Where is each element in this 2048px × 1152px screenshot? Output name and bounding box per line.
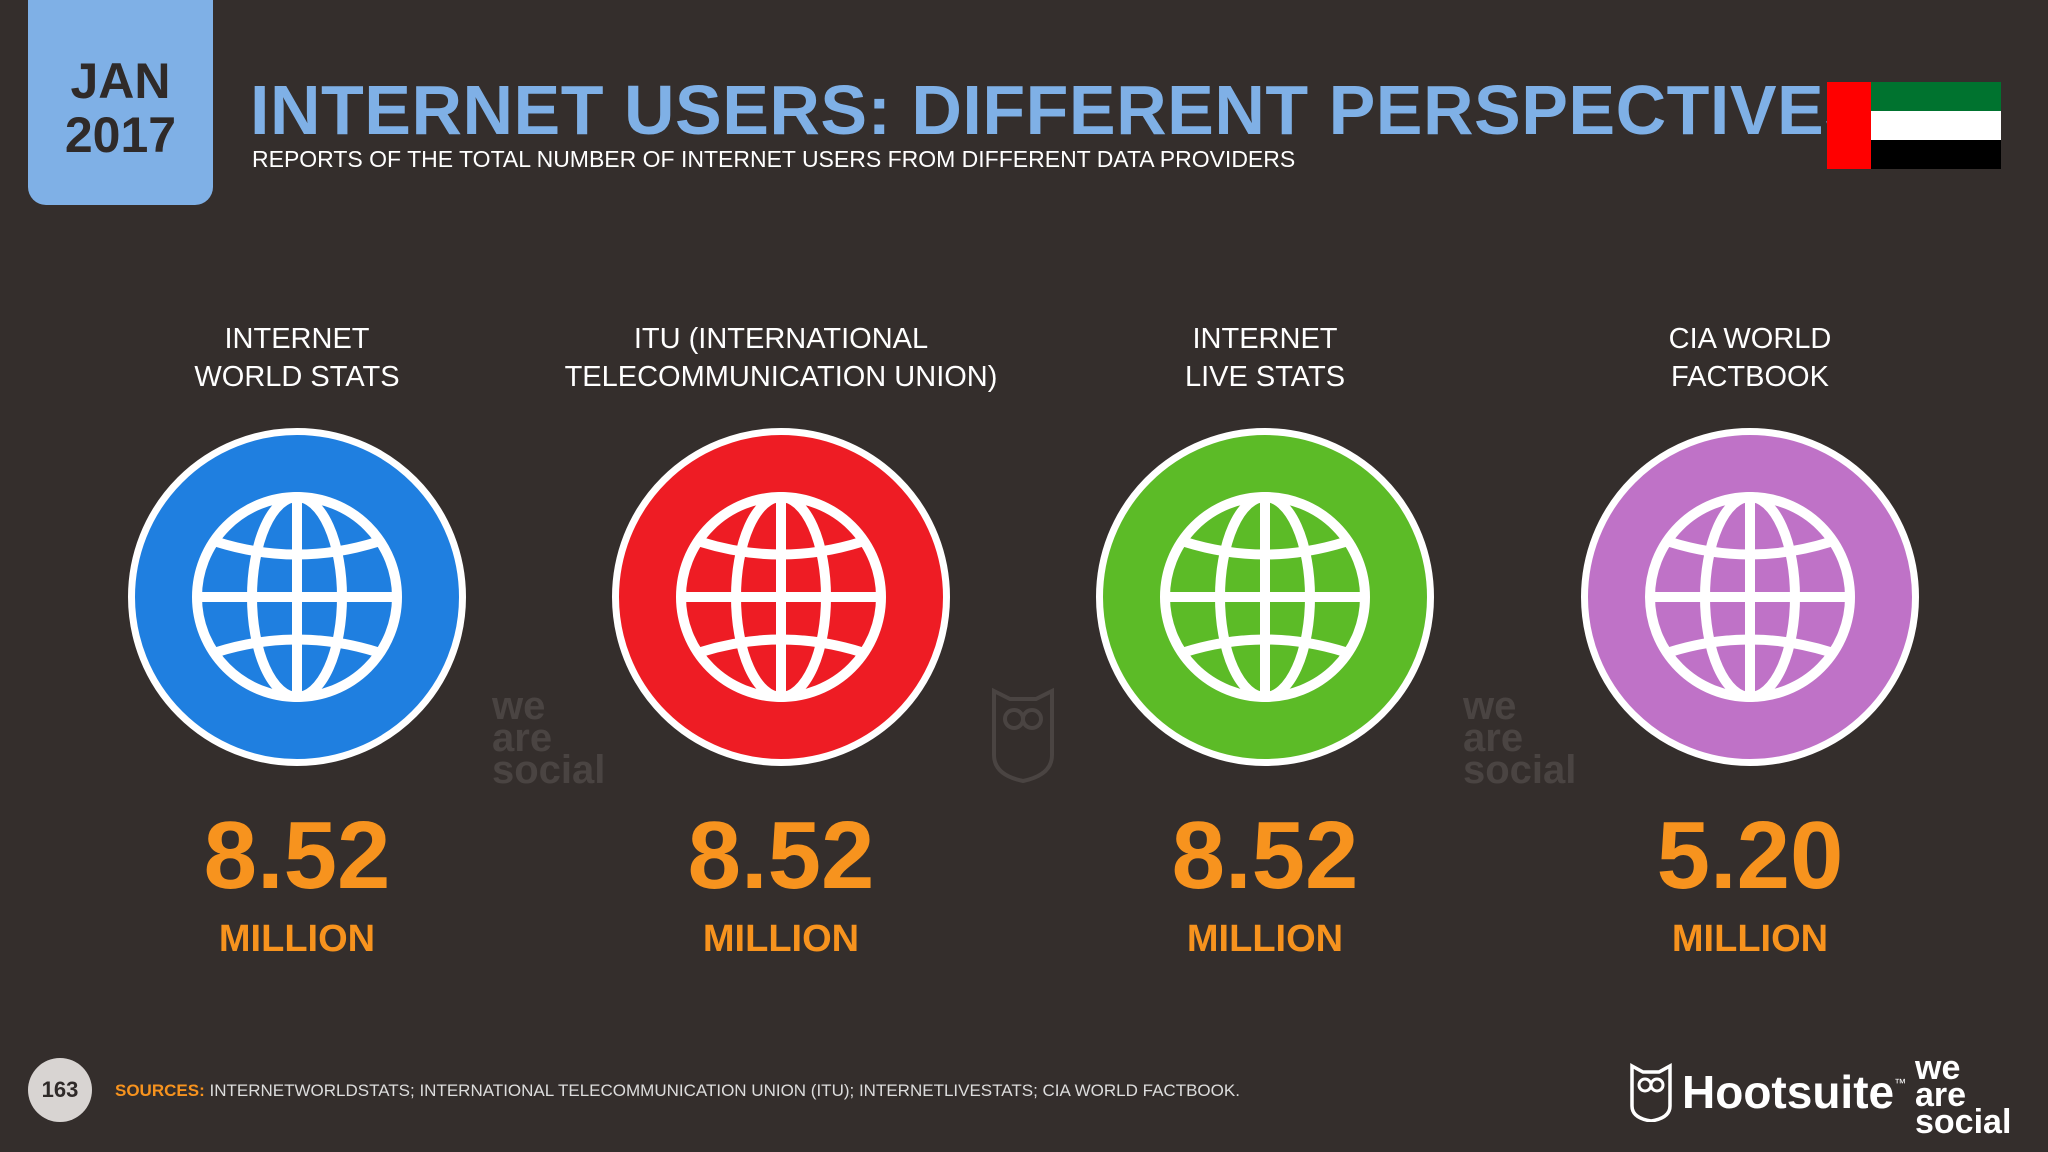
watermark-we-are-social: we are social: [1463, 684, 1577, 792]
uae-flag-icon: [1827, 82, 2001, 169]
date-badge: JAN 2017: [28, 0, 213, 205]
provider-internet-world-stats: INTERNET WORLD STATS 8.52 MILLION: [57, 320, 537, 958]
page-subtitle: REPORTS OF THE TOTAL NUMBER OF INTERNET …: [252, 146, 1296, 172]
page-title: INTERNET USERS: DIFFERENT PERSPECTIVES: [250, 71, 1872, 149]
hootsuite-logo: Hootsuite ™: [1630, 1062, 1906, 1122]
we-are-social-logo: we are social: [1915, 1049, 2012, 1141]
provider-unit: MILLION: [218, 918, 376, 960]
owl-watermark-icon: [992, 687, 1054, 783]
owl-icon: [1630, 1063, 1672, 1122]
globe-icon: [128, 428, 466, 766]
provider-value: 8.52: [687, 802, 875, 909]
provider-label: INTERNET LIVE STATS: [1184, 323, 1346, 393]
globe-icon: [1581, 428, 1919, 766]
globe-icon: [612, 428, 950, 766]
globe-icon: [1096, 428, 1434, 766]
watermark-we-are-social: we are social: [492, 684, 606, 792]
provider-label: INTERNET WORLD STATS: [194, 323, 400, 393]
provider-unit: MILLION: [1186, 918, 1344, 960]
provider-internet-live-stats: INTERNET LIVE STATS 8.52 MILLION: [1025, 320, 1505, 958]
provider-unit: MILLION: [1671, 918, 1829, 960]
provider-label: CIA WORLD FACTBOOK: [1668, 323, 1832, 393]
provider-unit: MILLION: [702, 918, 860, 960]
page-number: 163: [28, 1058, 92, 1122]
provider-cia-world-factbook: CIA WORLD FACTBOOK 5.20 MILLION: [1510, 320, 1990, 958]
date-year: 2017: [64, 106, 177, 163]
provider-itu: ITU (INTERNATIONAL TELECOMMUNICATION UNIO…: [541, 320, 1021, 958]
provider-value: 5.20: [1656, 802, 1844, 909]
date-month: JAN: [70, 52, 171, 109]
provider-value: 8.52: [203, 802, 391, 909]
provider-label: ITU (INTERNATIONAL TELECOMMUNICATION UNIO…: [564, 323, 998, 393]
provider-value: 8.52: [1171, 802, 1359, 909]
sources-note: SOURCES: INTERNETWORLDSTATS; INTERNATION…: [115, 1081, 1240, 1100]
